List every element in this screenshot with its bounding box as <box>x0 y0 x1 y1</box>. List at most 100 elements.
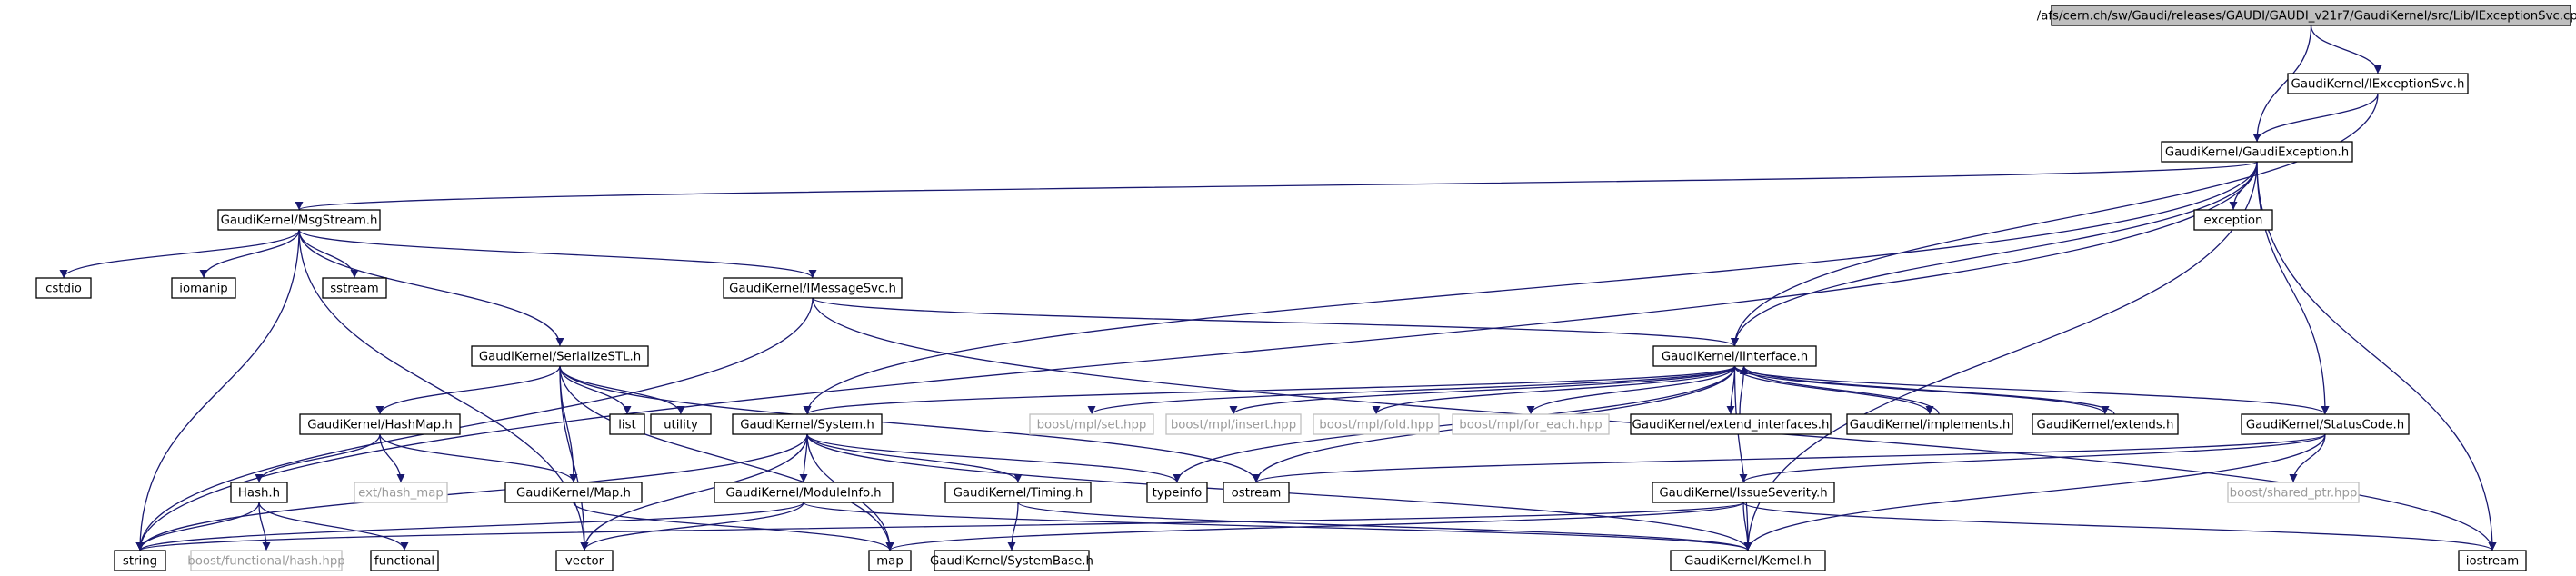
node-box <box>2032 413 2179 435</box>
node-label: GaudiKernel/StatusCode.h <box>2246 419 2404 432</box>
edge-serializestl-to-map <box>559 365 894 551</box>
node-ostream[interactable]: ostream <box>1223 482 1290 503</box>
node-serializestl[interactable]: GaudiKernel/SerializeSTL.h <box>471 345 649 367</box>
node-map[interactable]: map <box>868 550 912 571</box>
node-label: typeinfo <box>1153 487 1203 501</box>
node-gaudiexception[interactable]: GaudiKernel/GaudiException.h <box>2161 141 2353 163</box>
node-label: GaudiKernel/IExceptionSvc.h <box>2291 78 2465 92</box>
edge-hashmap-to-map_h <box>379 433 578 483</box>
node-hashmap[interactable]: GaudiKernel/HashMap.h <box>299 413 461 435</box>
node-iomanip[interactable]: iomanip <box>171 277 236 299</box>
node-boost-fold: boost/mpl/fold.hpp <box>1313 413 1440 435</box>
node-box <box>370 550 439 571</box>
node-box <box>2227 482 2360 503</box>
node-box <box>217 209 381 231</box>
node-iostream[interactable]: iostream <box>2458 550 2527 571</box>
node-list[interactable]: list <box>609 413 645 435</box>
node-sstream[interactable]: sstream <box>322 277 387 299</box>
edge-msgstream-to-imessagesvc <box>298 229 817 279</box>
node-label: GaudiKernel/System.h <box>740 419 874 432</box>
edge-iexceptionsvc-to-gaudiexception <box>2252 93 2379 143</box>
node-box <box>1452 413 1610 435</box>
edge-map_h-to-map <box>573 502 894 551</box>
edge-serializestl-to-map_h <box>559 365 578 483</box>
node-box <box>1670 550 1826 571</box>
node-label: utility <box>664 419 698 432</box>
node-iexceptionsvc[interactable]: GaudiKernel/IExceptionSvc.h <box>2287 73 2469 94</box>
node-label: vector <box>565 555 604 569</box>
edge-msgstream-to-sstream <box>298 229 359 279</box>
node-label: iomanip <box>179 283 228 296</box>
node-hash[interactable]: Hash.h <box>230 482 288 503</box>
node-functional[interactable]: functional <box>370 550 439 571</box>
node-msgstream[interactable]: GaudiKernel/MsgStream.h <box>217 209 381 231</box>
node-label: GaudiKernel/extends.h <box>2037 419 2174 432</box>
edge-root-to-iexceptionsvc <box>2310 25 2382 74</box>
edge-system-to-typeinfo <box>806 433 1182 483</box>
node-box <box>609 413 645 435</box>
node-root[interactable]: /afs/cern.ch/sw/Gaudi/releases/GAUDI/GAU… <box>2037 5 2576 26</box>
node-cstdio[interactable]: cstdio <box>35 277 92 299</box>
edge-msgstream-to-string <box>135 229 300 551</box>
node-boost-shared-ptr: boost/shared_ptr.hpp <box>2227 482 2360 503</box>
node-imessagesvc[interactable]: GaudiKernel/IMessageSvc.h <box>723 277 903 299</box>
node-label: ostream <box>1232 487 1282 501</box>
node-label: iostream <box>2466 555 2519 569</box>
node-map-h[interactable]: GaudiKernel/Map.h <box>504 482 643 503</box>
node-timing[interactable]: GaudiKernel/Timing.h <box>944 482 1092 503</box>
edge-hash-to-boost_hash <box>258 502 271 551</box>
node-label: Hash.h <box>238 487 280 501</box>
node-vector[interactable]: vector <box>555 550 614 571</box>
node-label: boost/shared_ptr.hpp <box>2230 487 2358 501</box>
node-string[interactable]: string <box>114 550 166 571</box>
node-label: /afs/cern.ch/sw/Gaudi/releases/GAUDI/GAU… <box>2037 10 2576 24</box>
edge-timing-to-kernel <box>1017 502 1752 551</box>
node-typeinfo[interactable]: typeinfo <box>1146 482 1208 503</box>
edge-iinterface-to-boost_insert <box>1229 365 1736 415</box>
node-box <box>299 413 461 435</box>
node-issueseverity[interactable]: GaudiKernel/IssueSeverity.h <box>1652 482 1835 503</box>
edge-serializestl-to-utility <box>559 365 685 415</box>
node-systembase[interactable]: GaudiKernel/SystemBase.h <box>930 550 1093 571</box>
node-box <box>650 413 712 435</box>
node-box <box>2287 73 2469 94</box>
node-label: ext/hash_map <box>358 487 444 501</box>
node-kernel[interactable]: GaudiKernel/Kernel.h <box>1670 550 1826 571</box>
edge-iinterface-to-boost_fold <box>1372 365 1736 415</box>
node-implements[interactable]: GaudiKernel/implements.h <box>1846 413 2013 435</box>
node-label: map <box>876 555 904 569</box>
node-label: sstream <box>330 283 379 296</box>
node-box <box>190 550 343 571</box>
node-moduleinfo[interactable]: GaudiKernel/ModuleInfo.h <box>714 482 894 503</box>
node-utility[interactable]: utility <box>650 413 712 435</box>
edge-statuscode-to-issueseverity <box>1739 433 2326 483</box>
edge-gaudiexception-to-system <box>803 161 2258 415</box>
node-label: GaudiKernel/IMessageSvc.h <box>729 283 896 296</box>
edge-issueseverity-to-iostream <box>1742 502 2497 551</box>
node-exception[interactable]: exception <box>2193 209 2273 231</box>
node-box <box>944 482 1092 503</box>
node-extends[interactable]: GaudiKernel/extends.h <box>2032 413 2179 435</box>
node-label: GaudiKernel/GaudiException.h <box>2165 146 2349 160</box>
node-box <box>1223 482 1290 503</box>
edge-moduleinfo-to-kernel <box>803 502 1752 551</box>
node-box <box>2458 550 2527 571</box>
edge-serializestl-to-ostream <box>559 365 1261 483</box>
node-label: GaudiKernel/SerializeSTL.h <box>479 351 641 364</box>
edge-gaudiexception-to-iinterface <box>1731 161 2258 347</box>
node-label: GaudiKernel/IInterface.h <box>1662 351 1808 364</box>
edge-gaudiexception-to-kernel <box>1743 161 2258 551</box>
edge-issueseverity-to-map <box>885 502 1744 551</box>
edge-implements-to-iinterface <box>1740 365 1940 415</box>
edge-issueseverity-to-string <box>136 502 1744 551</box>
edge-statuscode-to-kernel <box>1743 433 2326 551</box>
node-extend-interfaces[interactable]: GaudiKernel/extend_interfaces.h <box>1630 413 1832 435</box>
edge-system-to-string <box>135 433 808 551</box>
node-iinterface[interactable]: GaudiKernel/IInterface.h <box>1652 345 1817 367</box>
node-statuscode[interactable]: GaudiKernel/StatusCode.h <box>2241 413 2410 435</box>
edge-hash-to-string <box>135 502 260 551</box>
edge-gaudiexception-to-statuscode <box>2256 161 2330 415</box>
edge-issueseverity-to-kernel <box>1742 502 1752 551</box>
node-system[interactable]: GaudiKernel/System.h <box>732 413 883 435</box>
